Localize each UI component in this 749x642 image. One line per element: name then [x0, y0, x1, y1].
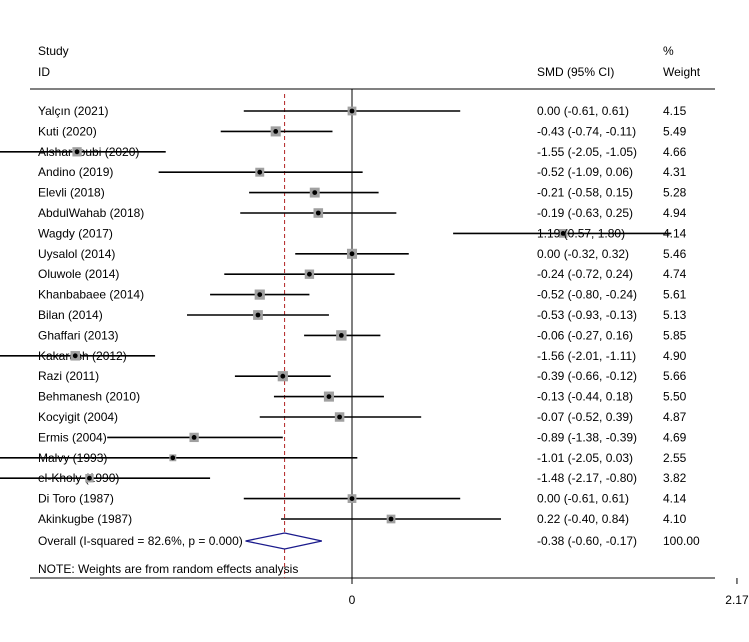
study-weight: 3.82	[663, 471, 687, 485]
study-name: Elevli (2018)	[38, 186, 105, 200]
study-weight: 4.74	[663, 267, 687, 281]
study-ci-text: -0.43 (-0.74, -0.11)	[537, 124, 636, 138]
study-weight: 4.10	[663, 512, 687, 526]
study-rows: Yalçın (2021) 0.00 (-0.61, 0.61) 4.15 Kuti …	[0, 104, 687, 526]
study-weight: 5.49	[663, 124, 687, 138]
study-point	[72, 353, 78, 359]
study-name: Khanbabaee (2014)	[38, 288, 144, 302]
study-name: Uysalol (2014)	[38, 247, 115, 261]
study-point	[257, 292, 263, 297]
study-point	[257, 169, 263, 175]
study-point	[307, 271, 312, 277]
footnote: NOTE: Weights are from random effects an…	[38, 562, 298, 576]
study-point	[312, 190, 318, 196]
study-ci-text: -0.19 (-0.63, 0.25)	[537, 206, 633, 220]
study-weight: 4.31	[663, 165, 687, 179]
study-point	[349, 108, 355, 114]
study-name: Wagdy (2017)	[38, 226, 113, 240]
header-smd: SMD (95% CI)	[537, 65, 614, 79]
study-ci-text: 0.00 (-0.61, 0.61)	[537, 104, 629, 118]
study-point	[280, 373, 286, 379]
study-name: AbdulWahab (2018)	[38, 206, 144, 220]
study-ci-text: -0.21 (-0.58, 0.15)	[537, 186, 633, 200]
study-ci-text: 0.00 (-0.61, 0.61)	[537, 492, 629, 506]
overall-ci-text: -0.38 (-0.60, -0.17)	[537, 534, 637, 548]
study-weight: 5.66	[663, 369, 687, 383]
study-weight: 5.28	[663, 186, 687, 200]
study-weight: 4.87	[663, 410, 687, 424]
study-ci-text: 1.19 (0.57, 1.80)	[537, 226, 625, 240]
x-tick-label: 2.17	[725, 593, 749, 607]
study-point	[326, 394, 332, 399]
study-ci-text: -0.13 (-0.44, 0.18)	[537, 390, 633, 404]
study-ci-text: 0.00 (-0.32, 0.32)	[537, 247, 629, 261]
study-name: Bilan (2014)	[38, 308, 103, 322]
study-name: Ghaffari (2013)	[38, 328, 119, 342]
study-point	[273, 129, 279, 134]
study-weight: 5.61	[663, 288, 687, 302]
study-weight: 4.15	[663, 104, 687, 118]
study-weight: 4.69	[663, 430, 687, 444]
study-ci-text: -1.01 (-2.05, 0.03)	[537, 451, 633, 465]
header-weight-line1: %	[663, 44, 674, 58]
study-point	[255, 312, 261, 318]
study-name: Ermis (2004)	[38, 430, 107, 444]
study-name: Kuti (2020)	[38, 124, 97, 138]
study-name: Razi (2011)	[38, 369, 99, 383]
study-weight: 5.13	[663, 308, 687, 322]
study-ci-text: -1.56 (-2.01, -1.11)	[537, 349, 636, 363]
overall-weight: 100.00	[663, 534, 700, 548]
study-point	[315, 210, 321, 216]
study-weight: 5.50	[663, 390, 687, 404]
study-ci-text: -1.55 (-2.05, -1.05)	[537, 145, 637, 159]
header-study-line1: Study	[38, 44, 69, 58]
overall-label: Overall (I-squared = 82.6%, p = 0.000)	[38, 534, 243, 548]
study-point	[87, 475, 92, 481]
study-point	[170, 455, 176, 461]
study-ci-text: -0.52 (-1.09, 0.06)	[537, 165, 633, 179]
study-ci-text: -0.52 (-0.80, -0.24)	[537, 288, 637, 302]
study-weight: 4.90	[663, 349, 687, 363]
study-point	[349, 496, 355, 501]
study-weight: 4.66	[663, 145, 687, 159]
study-ci-text: -0.24 (-0.72, 0.24)	[537, 267, 633, 281]
study-ci-text: -0.53 (-0.93, -0.13)	[537, 308, 637, 322]
overall-diamond	[245, 532, 322, 550]
study-name: Di Toro (1987)	[38, 492, 114, 506]
study-weight: 5.85	[663, 328, 687, 342]
x-axis: -2.1702.17	[349, 578, 749, 607]
x-tick-label: 0	[349, 593, 356, 607]
study-ci-text: -0.89 (-1.38, -0.39)	[537, 430, 637, 444]
study-point	[191, 435, 197, 440]
study-ci-text: -0.39 (-0.66, -0.12)	[537, 369, 637, 383]
header-study-line2: ID	[38, 65, 50, 79]
header-weight-line2: Weight	[663, 65, 701, 79]
study-weight: 4.14	[663, 492, 687, 506]
study-ci-text: -0.07 (-0.52, 0.39)	[537, 410, 633, 424]
study-name: Oluwole (2014)	[38, 267, 119, 281]
study-ci-text: -1.48 (-2.17, -0.80)	[537, 471, 637, 485]
study-ci-text: -0.06 (-0.27, 0.16)	[537, 328, 633, 342]
study-weight: 4.94	[663, 206, 687, 220]
study-name: Andino (2019)	[38, 165, 113, 179]
study-weight: 2.55	[663, 451, 687, 465]
study-point	[560, 231, 566, 236]
study-point	[337, 414, 342, 420]
study-name: Yalçın (2021)	[38, 104, 108, 118]
study-name: Akinkugbe (1987)	[38, 512, 132, 526]
study-name: Kocyigit (2004)	[38, 410, 118, 424]
study-point	[74, 149, 80, 155]
study-point	[338, 333, 344, 338]
study-point	[388, 516, 394, 522]
study-name: Behmanesh (2010)	[38, 390, 140, 404]
study-ci-text: 0.22 (-0.40, 0.84)	[537, 512, 629, 526]
study-weight: 5.46	[663, 247, 687, 261]
study-weight: 4.14	[663, 226, 687, 240]
study-point	[349, 251, 355, 257]
